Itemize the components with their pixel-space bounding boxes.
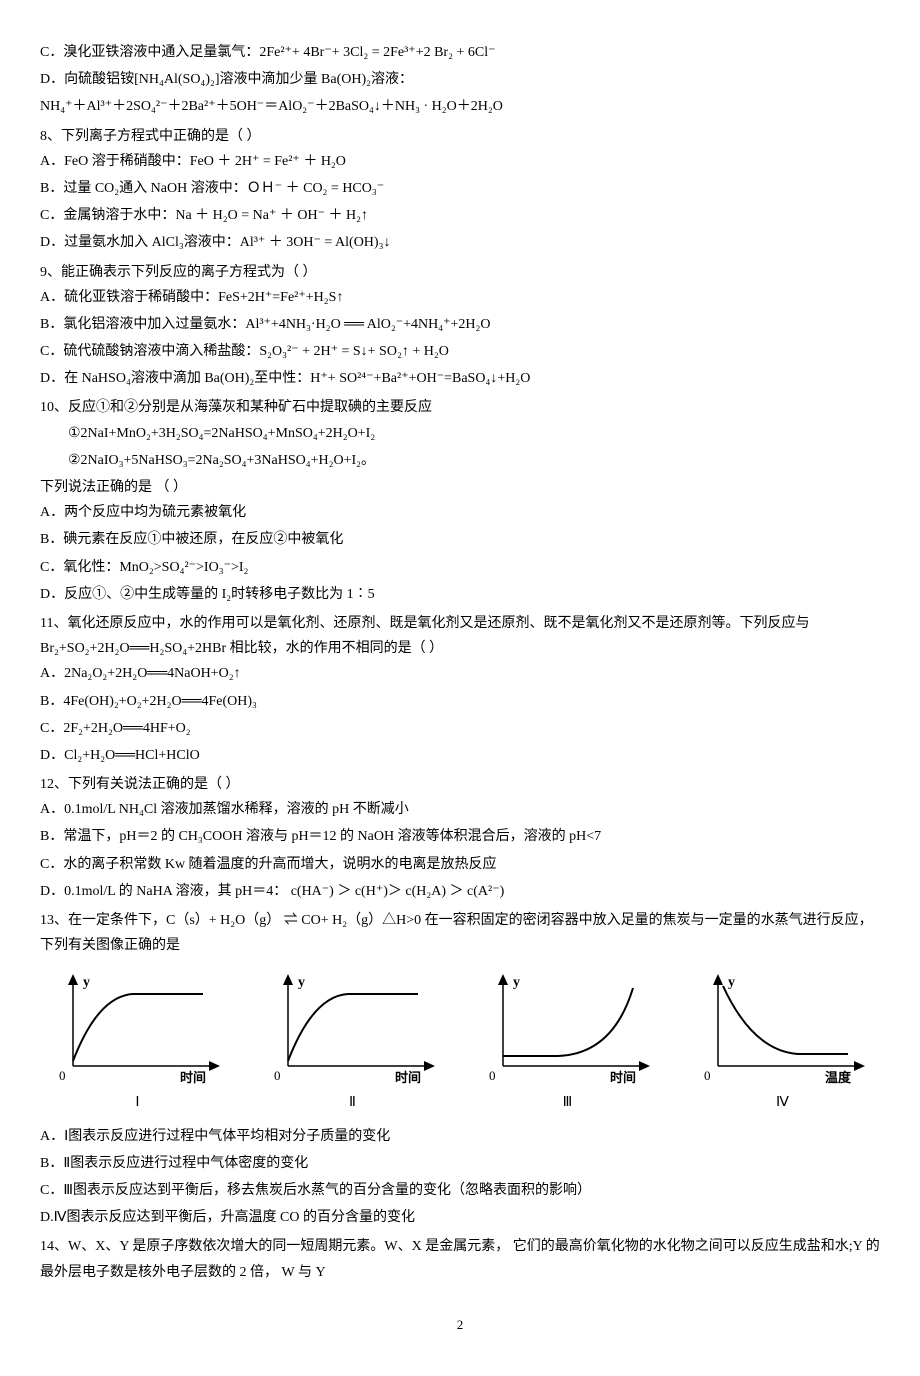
- q8-stem: 8、下列离子方程式中正确的是（ ）: [40, 124, 880, 149]
- q13-stem: 13、在一定条件下，C（s）+ H₂O（g） ⇌ CO+ H₂（g）△H>0 在…: [40, 908, 880, 958]
- q13-option-b: B．Ⅱ图表示反应进行过程中气体密度的变化: [40, 1151, 880, 1176]
- q10-option-a: A．两个反应中均为硫元素被氧化: [40, 500, 880, 525]
- q13-charts-row: y 0 时间 Ⅰ y 0 时间 Ⅱ y 0 时间 Ⅲ y 0 温度 Ⅳ: [40, 966, 880, 1115]
- q12-stem: 12、下列有关说法正确的是（ ）: [40, 772, 880, 797]
- svg-text:y: y: [513, 975, 520, 990]
- chart-2: y 0 时间 Ⅱ: [255, 966, 450, 1115]
- svg-text:y: y: [298, 975, 305, 990]
- q10-option-c: C．氧化性：MnO₂>SO₄²⁻>IO₃⁻>I₂: [40, 555, 880, 580]
- chart-label-3: Ⅲ: [470, 1090, 665, 1115]
- q8: 8、下列离子方程式中正确的是（ ） A．FeO 溶于稀硝酸中：FeO ＋ 2H⁺…: [40, 124, 880, 256]
- chart-label-4: Ⅳ: [685, 1090, 880, 1115]
- q12-option-d: D．0.1mol/L 的 NaHA 溶液，其 pH＝4： c(HA⁻) ＞ c(…: [40, 879, 880, 904]
- q12-option-c: C．水的离子积常数 Kw 随着温度的升高而增大，说明水的电离是放热反应: [40, 852, 880, 877]
- q10: 10、反应①和②分别是从海藻灰和某种矿石中提取碘的主要反应 ①2NaI+MnO₂…: [40, 395, 880, 607]
- chart-label-1: Ⅰ: [40, 1090, 235, 1115]
- svg-text:y: y: [83, 975, 90, 990]
- q11-option-d: D．Cl₂+H₂O══HCl+HClO: [40, 743, 880, 768]
- q8-option-d: D．过量氨水加入 AlCl₃溶液中：Al³⁺ ＋ 3OH⁻ = Al(OH)₃↓: [40, 230, 880, 255]
- q11-option-b: B．4Fe(OH)₂+O₂+2H₂O══4Fe(OH)₃: [40, 689, 880, 714]
- svg-text:0: 0: [59, 1068, 66, 1083]
- q8-option-a: A．FeO 溶于稀硝酸中：FeO ＋ 2H⁺ = Fe²⁺ ＋ H₂O: [40, 149, 880, 174]
- svg-text:温度: 温度: [825, 1070, 852, 1085]
- q11-option-c: C．2F₂+2H₂O══4HF+O₂: [40, 716, 880, 741]
- q10-stem2: 下列说法正确的是 （ ）: [40, 475, 880, 500]
- q8-option-b: B．过量 CO₂通入 NaOH 溶液中：ＯＨ⁻ ＋ CO₂ = HCO₃⁻: [40, 176, 880, 201]
- q10-option-d: D．反应①、②中生成等量的 I₂时转移电子数比为 1∶5: [40, 582, 880, 607]
- chart-4: y 0 温度 Ⅳ: [685, 966, 880, 1115]
- q10-stem1: 10、反应①和②分别是从海藻灰和某种矿石中提取碘的主要反应: [40, 395, 880, 420]
- q12-option-a: A．0.1mol/L NH₄Cl 溶液加蒸馏水稀释，溶液的 pH 不断减小: [40, 797, 880, 822]
- q13-option-a: A．Ⅰ图表示反应进行过程中气体平均相对分子质量的变化: [40, 1124, 880, 1149]
- q9-stem: 9、能正确表示下列反应的离子方程式为（ ）: [40, 260, 880, 285]
- q9-option-a: A．硫化亚铁溶于稀硝酸中：FeS+2H⁺=Fe²⁺+H₂S↑: [40, 285, 880, 310]
- chart-svg-2: y 0 时间: [263, 966, 443, 1086]
- q12-option-b: B．常温下，pH＝2 的 CH₃COOH 溶液与 pH＝12 的 NaOH 溶液…: [40, 824, 880, 849]
- svg-text:时间: 时间: [610, 1070, 636, 1085]
- q13: 13、在一定条件下，C（s）+ H₂O（g） ⇌ CO+ H₂（g）△H>0 在…: [40, 908, 880, 1230]
- q7-continuation: C．溴化亚铁溶液中通入足量氯气：2Fe²⁺+ 4Br⁻+ 3Cl₂ = 2Fe³…: [40, 40, 880, 120]
- chart-3: y 0 时间 Ⅲ: [470, 966, 665, 1115]
- q10-option-b: B．碘元素在反应①中被还原，在反应②中被氧化: [40, 527, 880, 552]
- q8-option-c: C．金属钠溶于水中：Na ＋ H₂O = Na⁺ ＋ OH⁻ ＋ H₂↑: [40, 203, 880, 228]
- svg-text:时间: 时间: [395, 1070, 421, 1085]
- q9-option-d: D．在 NaHSO₄溶液中滴加 Ba(OH)₂至中性：H⁺+ SO²⁴⁻+Ba²…: [40, 366, 880, 391]
- chart-label-2: Ⅱ: [255, 1090, 450, 1115]
- q7-option-d-line1: D．向硫酸铝铵[NH₄Al(SO₄)₂]溶液中滴加少量 Ba(OH)₂溶液：: [40, 67, 880, 92]
- svg-text:0: 0: [489, 1068, 496, 1083]
- page-number: 2: [40, 1313, 880, 1336]
- q7-option-c: C．溴化亚铁溶液中通入足量氯气：2Fe²⁺+ 4Br⁻+ 3Cl₂ = 2Fe³…: [40, 40, 880, 65]
- chart-svg-3: y 0 时间: [478, 966, 658, 1086]
- q13-option-c: C．Ⅲ图表示反应达到平衡后，移去焦炭后水蒸气的百分含量的变化（忽略表面积的影响）: [40, 1178, 880, 1203]
- q10-eq2: ②2NaIO₃+5NaHSO₃=2Na₂SO₄+3NaHSO₄+H₂O+I₂。: [40, 448, 880, 473]
- q11-option-a: A．2Na₂O₂+2H₂O══4NaOH+O₂↑: [40, 661, 880, 686]
- chart-svg-4: y 0 温度: [693, 966, 873, 1086]
- q9: 9、能正确表示下列反应的离子方程式为（ ） A．硫化亚铁溶于稀硝酸中：FeS+2…: [40, 260, 880, 392]
- svg-text:0: 0: [704, 1068, 711, 1083]
- q14: 14、W、X、Y 是原子序数依次增大的同一短周期元素。W、X 是金属元素， 它们…: [40, 1234, 880, 1284]
- q11-stem: 11、氧化还原反应中，水的作用可以是氧化剂、还原剂、既是氧化剂又是还原剂、既不是…: [40, 611, 880, 661]
- q9-option-c: C．硫代硫酸钠溶液中滴入稀盐酸：S₂O₃²⁻ + 2H⁺ = S↓+ SO₂↑ …: [40, 339, 880, 364]
- chart-1: y 0 时间 Ⅰ: [40, 966, 235, 1115]
- q9-option-b: B．氯化铝溶液中加入过量氨水：Al³⁺+4NH₃·H₂O ══ AlO₂⁻+4N…: [40, 312, 880, 337]
- q12: 12、下列有关说法正确的是（ ） A．0.1mol/L NH₄Cl 溶液加蒸馏水…: [40, 772, 880, 904]
- svg-text:时间: 时间: [180, 1070, 206, 1085]
- q14-stem: 14、W、X、Y 是原子序数依次增大的同一短周期元素。W、X 是金属元素， 它们…: [40, 1234, 880, 1284]
- svg-text:0: 0: [274, 1068, 281, 1083]
- svg-text:y: y: [728, 975, 735, 990]
- q13-option-d: D.Ⅳ图表示反应达到平衡后，升高温度 CO 的百分含量的变化: [40, 1205, 880, 1230]
- q11: 11、氧化还原反应中，水的作用可以是氧化剂、还原剂、既是氧化剂又是还原剂、既不是…: [40, 611, 880, 768]
- q7-option-d-line2: NH₄⁺＋Al³⁺＋2SO₄²⁻＋2Ba²⁺＋5OH⁻＝AlO₂⁻＋2BaSO₄…: [40, 94, 880, 119]
- q10-eq1: ①2NaI+MnO₂+3H₂SO₄=2NaHSO₄+MnSO₄+2H₂O+I₂: [40, 421, 880, 446]
- chart-svg-1: y 0 时间: [48, 966, 228, 1086]
